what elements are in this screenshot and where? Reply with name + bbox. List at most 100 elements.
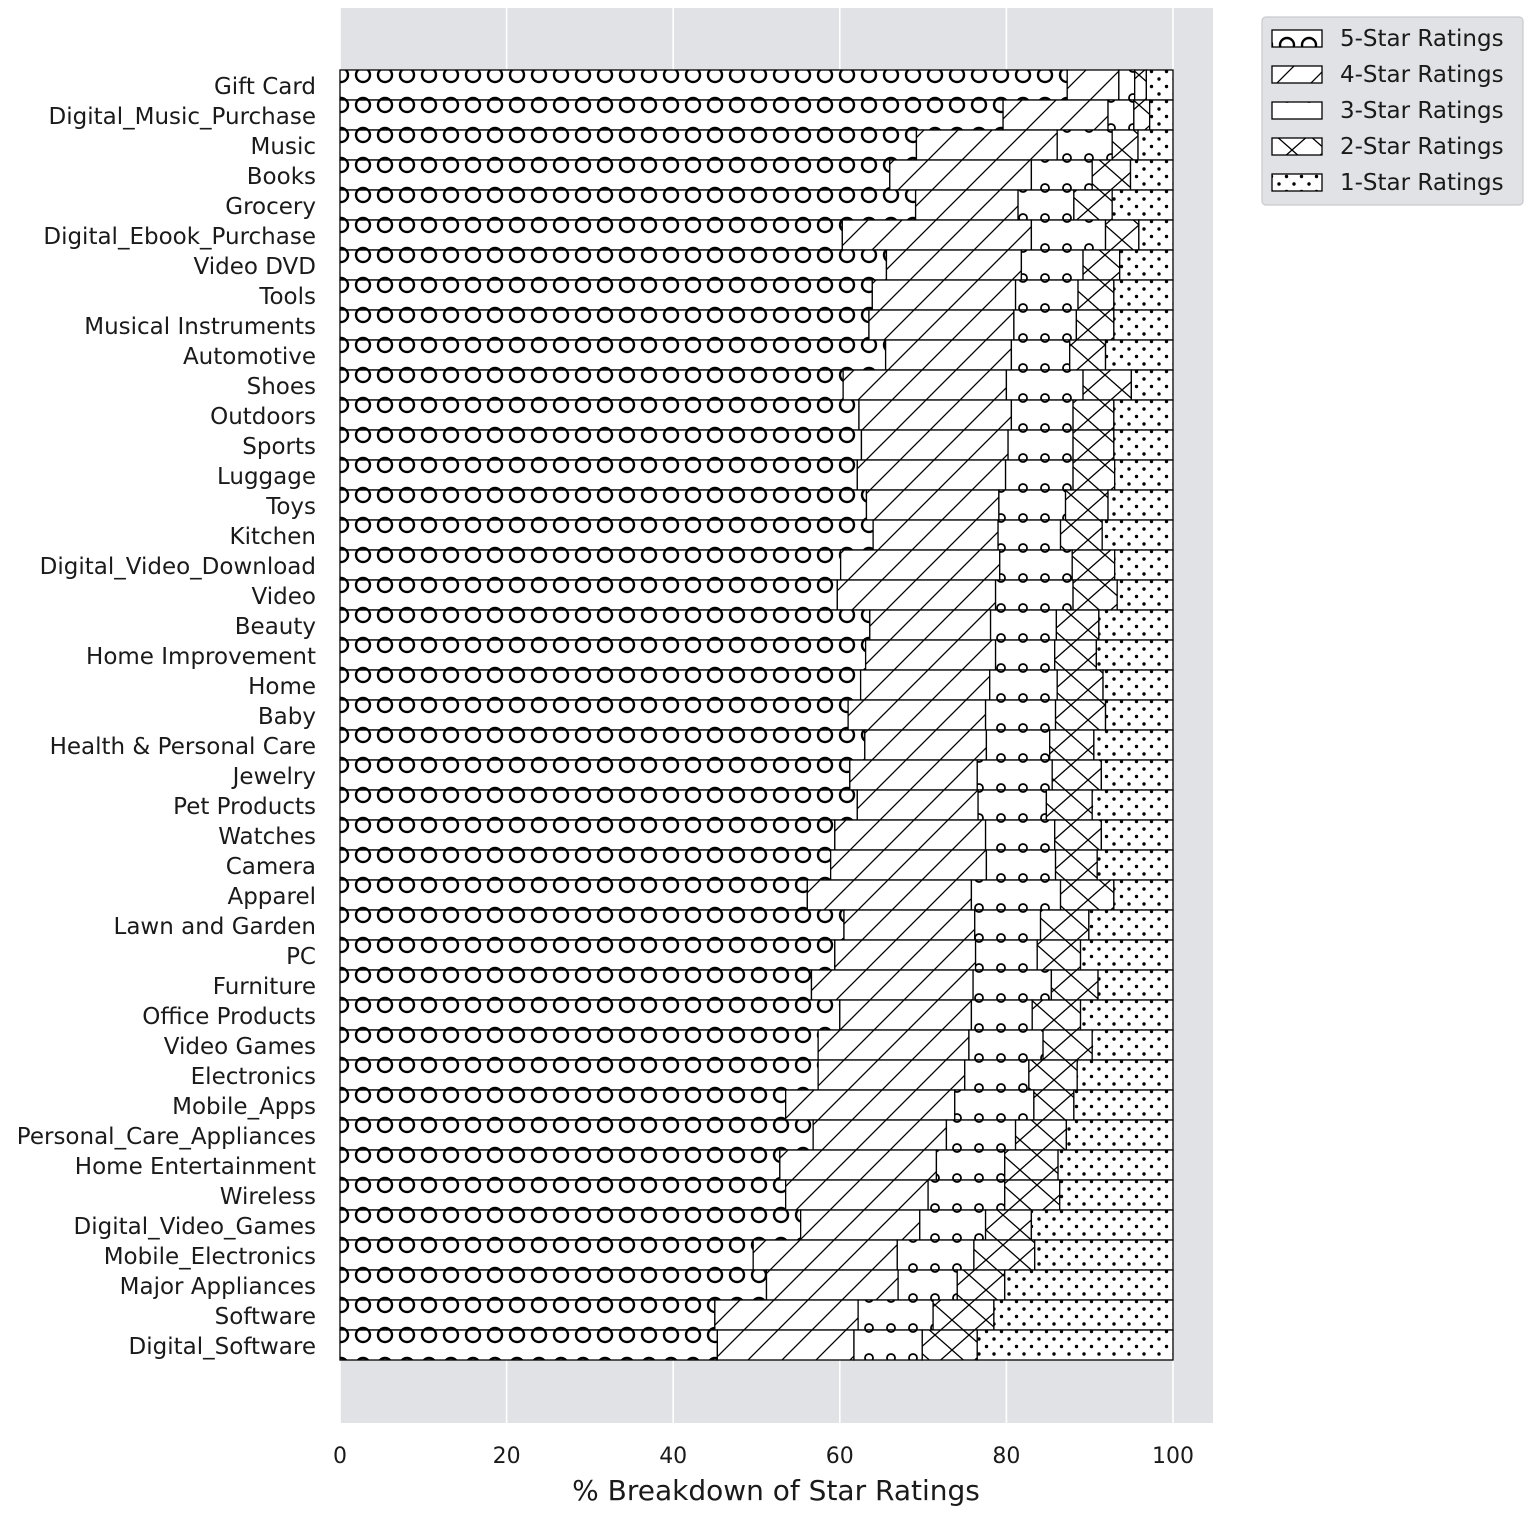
bar-shoes-2-star [1082, 369, 1133, 401]
bar-software-5-star [339, 1299, 716, 1331]
bar-jewelry-5-star [339, 759, 851, 791]
bar-gift-card-3-star [1118, 69, 1136, 101]
category-label-furniture: Furniture [213, 974, 316, 1000]
bar-luggage-3-star [1004, 459, 1074, 491]
bar-pet-products-1-star [1091, 789, 1174, 821]
bar-home-5-star [339, 669, 862, 701]
category-label-office-products: Office Products [142, 1004, 316, 1030]
category-label-video-games: Video Games [164, 1034, 316, 1060]
category-label-digital-video-download: Digital_Video_Download [40, 554, 316, 580]
bar-digital-music-purchase-1-star [1149, 99, 1174, 131]
bar-digital-video-download-1-star [1114, 549, 1174, 581]
bar-digital-video-games-3-star [919, 1209, 987, 1241]
category-label-grocery: Grocery [225, 194, 316, 220]
legend: 5-Star Ratings 4-Star Ratings 3-Star Ratin… [1261, 16, 1524, 206]
bar-tools-5-star [339, 279, 873, 311]
bar-books-3-star [1030, 159, 1093, 191]
bar-grocery-3-star [1017, 189, 1075, 221]
bar-automotive-5-star [339, 339, 887, 371]
bar-digital-video-games-2-star [984, 1209, 1033, 1241]
bar-lawn-and-garden-2-star [1039, 909, 1090, 941]
bar-major-appliances-5-star [339, 1269, 768, 1301]
bar-music-1-star [1137, 129, 1174, 161]
category-label-personal-care-appliances: Personal_Care_Appliances [17, 1124, 316, 1150]
bar-pc-1-star [1079, 939, 1174, 971]
bar-home-1-star [1102, 669, 1174, 701]
bar-lawn-and-garden-1-star [1088, 909, 1174, 941]
bar-personal-care-appliances-5-star [339, 1119, 814, 1151]
bar-digital-software-5-star [339, 1329, 718, 1361]
legend-swatch-4-star [1271, 65, 1323, 84]
category-label-pc: PC [286, 944, 316, 970]
bar-digital-software-2-star [921, 1329, 978, 1361]
category-label-software: Software [215, 1304, 316, 1330]
bar-luggage-4-star [856, 459, 1007, 491]
bar-wireless-5-star [339, 1179, 787, 1211]
bar-home-entertainment-3-star [935, 1149, 1006, 1181]
bars [339, 69, 1174, 1361]
bar-sports-1-star [1113, 429, 1174, 461]
bar-digital-ebook-purchase-1-star [1138, 219, 1174, 251]
bar-luggage-5-star [339, 459, 858, 491]
bar-digital-music-purchase-3-star [1107, 99, 1135, 131]
category-label-major-appliances: Major Appliances [120, 1274, 316, 1300]
bar-mobile-electronics-3-star [896, 1239, 975, 1271]
legend-label-5-star: 5-Star Ratings [1340, 26, 1504, 52]
bar-digital-ebook-purchase-5-star [339, 219, 843, 251]
category-label-music: Music [251, 134, 316, 160]
bar-digital-music-purchase-5-star [339, 99, 1004, 131]
bar-furniture-3-star [972, 969, 1053, 1001]
bar-outdoors-1-star [1113, 399, 1174, 431]
bar-outdoors-4-star [858, 399, 1013, 431]
bar-automotive-2-star [1069, 339, 1107, 371]
bar-video-5-star [339, 579, 838, 611]
bar-electronics-3-star [964, 1059, 1030, 1091]
bar-watches-3-star [984, 819, 1056, 851]
bar-musical-instruments-2-star [1075, 309, 1115, 341]
bar-outdoors-3-star [1010, 399, 1074, 431]
bar-digital-ebook-purchase-4-star [841, 219, 1033, 251]
bar-digital-music-purchase-4-star [1002, 99, 1109, 131]
bar-furniture-5-star [339, 969, 813, 1001]
bar-video-games-5-star [339, 1029, 819, 1061]
x-axis-title: % Breakdown of Star Ratings [572, 1474, 980, 1507]
bar-video-games-1-star [1091, 1029, 1174, 1061]
bar-pet-products-4-star [856, 789, 979, 821]
bar-books-4-star [889, 159, 1033, 191]
bar-health-personal-care-5-star [339, 729, 866, 761]
bar-major-appliances-1-star [1004, 1269, 1174, 1301]
bar-shoes-4-star [842, 369, 1008, 401]
bar-camera-1-star [1096, 849, 1174, 881]
legend-label-2-star: 2-Star Ratings [1340, 134, 1504, 160]
category-label-sports: Sports [242, 434, 316, 460]
bar-home-entertainment-2-star [1004, 1149, 1059, 1181]
bar-books-5-star [339, 159, 891, 191]
bar-electronics-5-star [339, 1059, 819, 1091]
bar-gift-card-2-star [1134, 69, 1147, 101]
bar-wireless-4-star [785, 1179, 929, 1211]
category-label-electronics: Electronics [191, 1064, 316, 1090]
bar-video-dvd-4-star [885, 249, 1023, 281]
bar-apparel-2-star [1059, 879, 1115, 911]
category-label-gift-card: Gift Card [214, 74, 316, 100]
bar-pet-products-3-star [977, 789, 1048, 821]
bar-digital-video-download-5-star [339, 549, 842, 581]
bar-digital-ebook-purchase-3-star [1030, 219, 1107, 251]
bar-grocery-1-star [1111, 189, 1174, 221]
category-label-musical-instruments: Musical Instruments [84, 314, 316, 340]
bar-music-2-star [1111, 129, 1139, 161]
bar-beauty-4-star [869, 609, 992, 641]
bar-pet-products-5-star [339, 789, 858, 821]
bar-books-2-star [1091, 159, 1132, 191]
bar-health-personal-care-4-star [864, 729, 988, 761]
category-label-camera: Camera [226, 854, 316, 880]
bar-automotive-3-star [1010, 339, 1071, 371]
bar-furniture-4-star [810, 969, 974, 1001]
bar-camera-5-star [339, 849, 832, 881]
bar-baby-4-star [847, 699, 987, 731]
bar-gift-card-1-star [1145, 69, 1174, 101]
bar-personal-care-appliances-2-star [1014, 1119, 1068, 1151]
bar-tools-3-star [1014, 279, 1079, 311]
legend-swatch-5-star [1271, 29, 1323, 48]
category-label-health-personal-care: Health & Personal Care [50, 734, 316, 760]
